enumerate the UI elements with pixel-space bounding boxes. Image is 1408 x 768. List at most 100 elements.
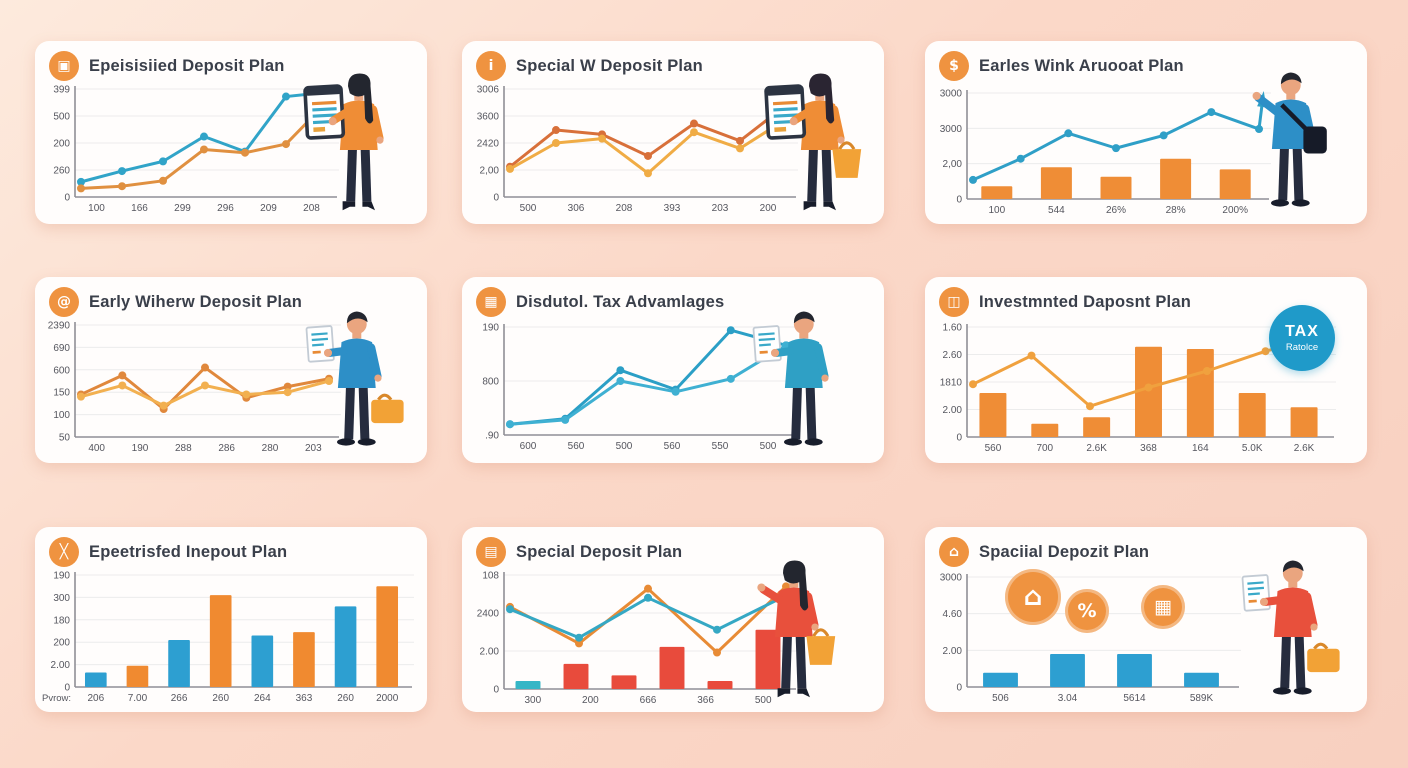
calendar-icon: ▦ xyxy=(476,287,506,317)
svg-text:209: 209 xyxy=(260,203,277,214)
svg-text:500: 500 xyxy=(760,441,777,452)
svg-text:26%: 26% xyxy=(1106,205,1126,216)
svg-text:300: 300 xyxy=(524,695,541,706)
svg-text:5614: 5614 xyxy=(1123,693,1146,704)
svg-text:500: 500 xyxy=(520,203,537,214)
svg-text:368: 368 xyxy=(1140,443,1157,454)
tax-badge-title: TAX xyxy=(1285,323,1319,340)
bar-chart: 190 300 180 200 2.00 0 206 7.00 266 260 264 363 260 2… xyxy=(42,571,414,704)
svg-text:7.00: 7.00 xyxy=(128,693,148,704)
svg-text:299: 299 xyxy=(174,203,191,214)
svg-text:50: 50 xyxy=(59,433,71,444)
plan-card-8: ▤ Special Deposit Plan 108 2400 2.00 0 300 20… xyxy=(462,527,884,712)
combo-chart: 108 2400 2.00 0 300 200 666 366 500 xyxy=(477,571,798,706)
info-icon: i xyxy=(476,51,506,81)
svg-text:3.04: 3.04 xyxy=(1058,693,1078,704)
svg-text:180: 180 xyxy=(53,615,70,626)
svg-text:206: 206 xyxy=(87,693,104,704)
svg-text:2.6K: 2.6K xyxy=(1294,443,1315,454)
svg-text:2.00: 2.00 xyxy=(480,647,500,658)
svg-text:200: 200 xyxy=(760,203,777,214)
combo-chart: 3000 3000 2,00 0 100 544 26% 28% 200% xyxy=(940,89,1271,216)
svg-text:280: 280 xyxy=(262,443,279,454)
card-header: ◫ Investmnted Daposnt Plan xyxy=(939,287,1191,317)
card-header: @ Early Wiherw Deposit Plan xyxy=(49,287,302,317)
svg-text:589K: 589K xyxy=(1190,693,1214,704)
card-title: Spaciial Depozit Plan xyxy=(979,542,1150,561)
svg-text:208: 208 xyxy=(303,203,320,214)
svg-text:700: 700 xyxy=(1036,443,1053,454)
svg-text:260: 260 xyxy=(337,693,354,704)
person-illustration xyxy=(1235,60,1343,220)
money-icon: % xyxy=(1065,589,1109,633)
at-icon: @ xyxy=(49,287,79,317)
person-illustration xyxy=(1237,547,1345,709)
tax-badge-subtitle: Ratolce xyxy=(1285,342,1319,353)
card-title: Earles Wink Aruooat Plan xyxy=(979,56,1184,75)
line-chart: 190 800 .90 600 560 500 560 550 500 xyxy=(482,323,798,452)
svg-text:150: 150 xyxy=(53,388,70,399)
svg-text:560: 560 xyxy=(664,441,681,452)
svg-text:190: 190 xyxy=(53,571,70,582)
deposit-box-icon: ▣ xyxy=(49,51,79,81)
svg-text:2390: 2390 xyxy=(48,321,71,332)
svg-text:0: 0 xyxy=(956,683,962,694)
svg-text:2,00: 2,00 xyxy=(480,166,500,177)
svg-text:108: 108 xyxy=(482,571,499,582)
svg-text:560: 560 xyxy=(568,441,585,452)
svg-text:2,00: 2,00 xyxy=(943,159,963,170)
svg-text:3000: 3000 xyxy=(940,573,963,584)
card-header: ▣ Epeisisiied Deposit Plan xyxy=(49,51,285,81)
svg-text:100: 100 xyxy=(88,203,105,214)
svg-text:Pvrow:: Pvrow: xyxy=(42,693,71,704)
svg-text:560: 560 xyxy=(985,443,1002,454)
svg-text:393: 393 xyxy=(664,203,681,214)
svg-text:600: 600 xyxy=(53,365,70,376)
svg-text:3006: 3006 xyxy=(477,85,500,96)
card-header: i Special W Deposit Plan xyxy=(476,51,703,81)
svg-text:5.0K: 5.0K xyxy=(1242,443,1263,454)
svg-text:666: 666 xyxy=(640,695,657,706)
svg-text:260: 260 xyxy=(53,166,70,177)
svg-text:190: 190 xyxy=(482,323,499,334)
svg-text:300: 300 xyxy=(53,593,70,604)
svg-text:203: 203 xyxy=(712,203,729,214)
svg-text:2.00: 2.00 xyxy=(51,660,71,671)
svg-text:2420: 2420 xyxy=(477,139,500,150)
card-title: Investmnted Daposnt Plan xyxy=(979,292,1192,311)
svg-text:100: 100 xyxy=(53,410,70,421)
svg-text:2400: 2400 xyxy=(477,609,500,620)
card-title: Special Deposit Plan xyxy=(516,542,683,561)
svg-text:266: 266 xyxy=(171,693,188,704)
card-header: $ Earles Wink Aruooat Plan xyxy=(939,51,1184,81)
svg-text:1810: 1810 xyxy=(940,378,963,389)
combo-chart: 1.60 2.60 1810 2.00 0 560 700 2.6K 368 164 5.0K 2.6… xyxy=(940,323,1336,454)
person-illustration xyxy=(301,298,409,460)
svg-text:2.6K: 2.6K xyxy=(1086,443,1107,454)
crossed-tools-icon: ╳ xyxy=(49,537,79,567)
plan-card-3: $ Earles Wink Aruooat Plan 3000 3000 2,00 0… xyxy=(925,41,1367,224)
svg-text:690: 690 xyxy=(53,343,70,354)
person-illustration xyxy=(738,547,846,709)
svg-text:2.60: 2.60 xyxy=(943,350,963,361)
svg-text:550: 550 xyxy=(712,441,729,452)
person-illustration xyxy=(748,298,856,460)
gift-box-icon: ▤ xyxy=(476,537,506,567)
svg-text:.90: .90 xyxy=(485,431,499,442)
svg-text:260: 260 xyxy=(212,693,229,704)
svg-text:100: 100 xyxy=(988,205,1005,216)
svg-text:264: 264 xyxy=(254,693,271,704)
line-chart: 3006 3600 2420 2,00 0 500 306 208 393 203 200 xyxy=(477,85,798,214)
svg-text:296: 296 xyxy=(217,203,234,214)
svg-text:2.00: 2.00 xyxy=(943,405,963,416)
svg-text:200%: 200% xyxy=(1222,205,1248,216)
svg-text:0: 0 xyxy=(493,193,499,204)
line-chart: 2390 690 600 150 100 50 400 190 288 286 280 203 xyxy=(48,321,341,454)
dollar-icon: $ xyxy=(939,51,969,81)
svg-text:400: 400 xyxy=(88,443,105,454)
svg-text:500: 500 xyxy=(755,695,772,706)
svg-text:2000: 2000 xyxy=(376,693,399,704)
card-title: Disdutol. Tax Advamlages xyxy=(516,292,725,311)
bank-icon: ⌂ xyxy=(939,537,969,567)
